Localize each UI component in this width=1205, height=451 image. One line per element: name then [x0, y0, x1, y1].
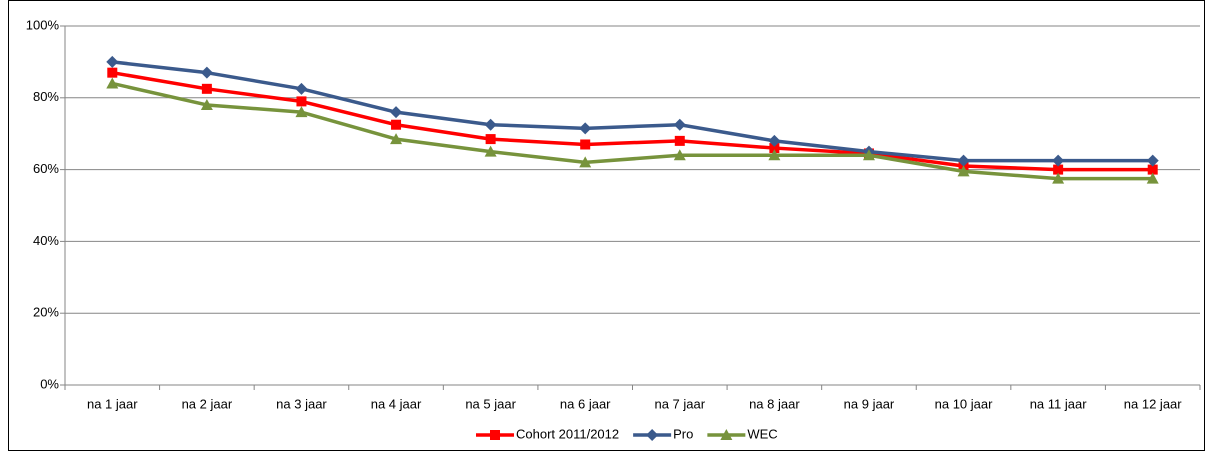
marker: [957, 154, 970, 167]
x-tick-label: na 12 jaar: [1124, 396, 1182, 411]
marker: [391, 119, 402, 130]
series-line: [112, 60, 1153, 163]
marker: [720, 429, 733, 440]
marker: [769, 143, 780, 154]
y-tick-label: 80%: [33, 89, 59, 104]
x-tick-label: na 4 jaar: [371, 396, 422, 411]
marker: [107, 67, 118, 78]
marker: [390, 106, 403, 119]
marker: [579, 122, 592, 135]
marker: [673, 149, 686, 161]
marker: [674, 135, 685, 146]
legend-item: Cohort 2011/2012: [476, 426, 619, 441]
marker: [490, 430, 500, 440]
x-tick-label: na 8 jaar: [749, 396, 800, 411]
marker: [673, 118, 686, 131]
marker: [295, 106, 308, 118]
marker: [201, 83, 212, 94]
x-tick-label: na 7 jaar: [654, 396, 705, 411]
x-tick-label: na 9 jaar: [844, 396, 895, 411]
legend-label: Pro: [673, 426, 693, 441]
marker: [1147, 164, 1158, 175]
y-tick-label: 60%: [33, 161, 59, 176]
y-tick-label: 40%: [33, 233, 59, 248]
marker: [484, 145, 497, 157]
x-tick-label: na 2 jaar: [182, 396, 233, 411]
x-tick-label: na 6 jaar: [560, 396, 611, 411]
marker: [646, 429, 659, 441]
marker: [390, 133, 403, 145]
marker: [484, 118, 497, 131]
chart-frame: [8, 0, 1205, 451]
marker: [106, 77, 119, 89]
marker: [1146, 154, 1159, 167]
y-tick-label: 100%: [26, 17, 60, 32]
marker: [580, 139, 591, 150]
x-tick-label: na 5 jaar: [465, 396, 516, 411]
marker: [200, 66, 213, 79]
marker: [1052, 154, 1065, 167]
marker: [200, 98, 213, 110]
marker: [106, 55, 119, 68]
marker: [768, 134, 781, 147]
y-tick-label: 20%: [33, 305, 59, 320]
marker: [295, 82, 308, 95]
marker: [579, 156, 592, 168]
marker: [1053, 164, 1064, 175]
y-tick-label: 0%: [40, 376, 59, 391]
marker: [296, 96, 307, 107]
legend-item: WEC: [707, 426, 778, 441]
marker: [768, 149, 781, 161]
series-line: [111, 70, 1153, 172]
legend-item: Pro: [633, 426, 693, 441]
marker: [862, 149, 875, 161]
marker: [1146, 172, 1159, 184]
marker: [485, 134, 496, 145]
legend-label: WEC: [747, 426, 777, 441]
marker: [957, 165, 970, 177]
x-tick-label: na 1 jaar: [87, 396, 138, 411]
x-tick-label: na 11 jaar: [1030, 396, 1088, 411]
x-tick-label: na 10 jaar: [935, 396, 993, 411]
legend-label: Cohort 2011/2012: [516, 426, 619, 441]
marker: [1052, 172, 1065, 184]
series-line: [111, 81, 1153, 181]
x-tick-label: na 3 jaar: [276, 396, 327, 411]
